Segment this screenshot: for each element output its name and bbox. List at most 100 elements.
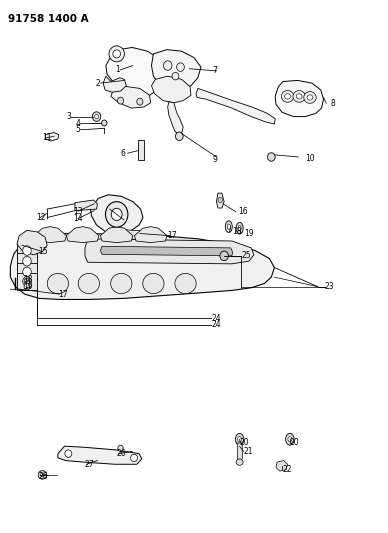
Ellipse shape: [304, 92, 316, 103]
Text: 3: 3: [66, 112, 71, 121]
Text: 18: 18: [232, 228, 241, 237]
Text: 19: 19: [23, 282, 33, 291]
Text: 22: 22: [282, 465, 292, 474]
Polygon shape: [151, 50, 201, 90]
Text: 24: 24: [211, 313, 221, 322]
Ellipse shape: [40, 473, 44, 477]
Polygon shape: [17, 253, 36, 270]
Polygon shape: [103, 76, 126, 92]
Bar: [138, 140, 144, 160]
Polygon shape: [58, 446, 142, 464]
Polygon shape: [106, 47, 167, 98]
Ellipse shape: [109, 46, 125, 62]
Text: 2: 2: [95, 78, 100, 87]
Text: 23: 23: [325, 282, 334, 291]
Text: 4: 4: [75, 119, 80, 128]
Polygon shape: [90, 195, 143, 233]
Polygon shape: [34, 227, 66, 243]
Polygon shape: [17, 273, 36, 290]
Text: 26: 26: [38, 472, 48, 481]
Ellipse shape: [38, 471, 47, 479]
Text: 7: 7: [213, 67, 217, 75]
Text: 17: 17: [59, 289, 68, 298]
Polygon shape: [217, 193, 224, 208]
Text: 12: 12: [36, 213, 46, 222]
Ellipse shape: [285, 94, 291, 99]
Ellipse shape: [225, 221, 232, 232]
Ellipse shape: [236, 459, 243, 465]
Polygon shape: [168, 102, 183, 135]
Text: 9: 9: [213, 155, 217, 164]
Text: 24: 24: [211, 320, 221, 329]
Ellipse shape: [102, 120, 107, 126]
Ellipse shape: [238, 225, 241, 231]
Ellipse shape: [131, 454, 138, 462]
Text: 1: 1: [115, 66, 120, 74]
Text: 10: 10: [305, 154, 315, 163]
Ellipse shape: [137, 98, 143, 105]
Ellipse shape: [175, 132, 183, 141]
Ellipse shape: [177, 63, 184, 71]
Ellipse shape: [238, 437, 242, 442]
Ellipse shape: [23, 256, 31, 266]
Ellipse shape: [65, 450, 72, 457]
Ellipse shape: [281, 91, 294, 102]
Ellipse shape: [175, 273, 196, 294]
Ellipse shape: [163, 61, 172, 70]
Ellipse shape: [24, 278, 30, 285]
Polygon shape: [237, 443, 242, 462]
Ellipse shape: [267, 153, 275, 161]
Text: 16: 16: [239, 207, 248, 216]
Text: 20: 20: [240, 439, 249, 448]
Polygon shape: [100, 227, 133, 243]
Text: 14: 14: [73, 214, 83, 223]
Text: 21: 21: [244, 447, 253, 456]
Text: 11: 11: [42, 133, 52, 142]
Text: 8: 8: [330, 99, 335, 108]
Text: 26: 26: [117, 449, 126, 458]
Polygon shape: [17, 230, 47, 255]
Text: 19: 19: [244, 229, 254, 238]
Text: 15: 15: [38, 247, 48, 256]
Ellipse shape: [23, 267, 31, 277]
Text: 20: 20: [290, 439, 300, 448]
Polygon shape: [119, 229, 146, 240]
Polygon shape: [10, 233, 274, 300]
Ellipse shape: [236, 222, 243, 234]
Ellipse shape: [307, 95, 313, 100]
Polygon shape: [196, 88, 275, 124]
Text: 18: 18: [23, 274, 33, 284]
Ellipse shape: [143, 273, 164, 294]
Ellipse shape: [92, 112, 101, 122]
Polygon shape: [17, 242, 36, 259]
Polygon shape: [275, 80, 324, 117]
Polygon shape: [66, 227, 99, 243]
Ellipse shape: [47, 273, 69, 294]
Polygon shape: [276, 461, 288, 471]
Ellipse shape: [111, 208, 122, 221]
Text: 6: 6: [121, 149, 125, 158]
Polygon shape: [111, 86, 151, 108]
Polygon shape: [75, 200, 97, 211]
Ellipse shape: [288, 437, 292, 442]
Ellipse shape: [113, 50, 121, 58]
Ellipse shape: [172, 72, 179, 80]
Polygon shape: [45, 133, 59, 141]
Ellipse shape: [118, 97, 124, 104]
Text: 17: 17: [167, 231, 177, 240]
Ellipse shape: [220, 251, 229, 261]
Text: 5: 5: [75, 125, 80, 134]
Ellipse shape: [78, 273, 99, 294]
Polygon shape: [100, 246, 233, 256]
Ellipse shape: [236, 433, 244, 445]
Ellipse shape: [286, 433, 294, 445]
Polygon shape: [85, 239, 254, 264]
Text: 91758 1400 A: 91758 1400 A: [9, 14, 89, 25]
Polygon shape: [17, 263, 36, 280]
Text: 25: 25: [241, 252, 251, 260]
Ellipse shape: [227, 224, 230, 229]
Ellipse shape: [218, 197, 223, 203]
Ellipse shape: [296, 94, 302, 99]
Polygon shape: [135, 227, 167, 243]
Ellipse shape: [118, 445, 123, 451]
